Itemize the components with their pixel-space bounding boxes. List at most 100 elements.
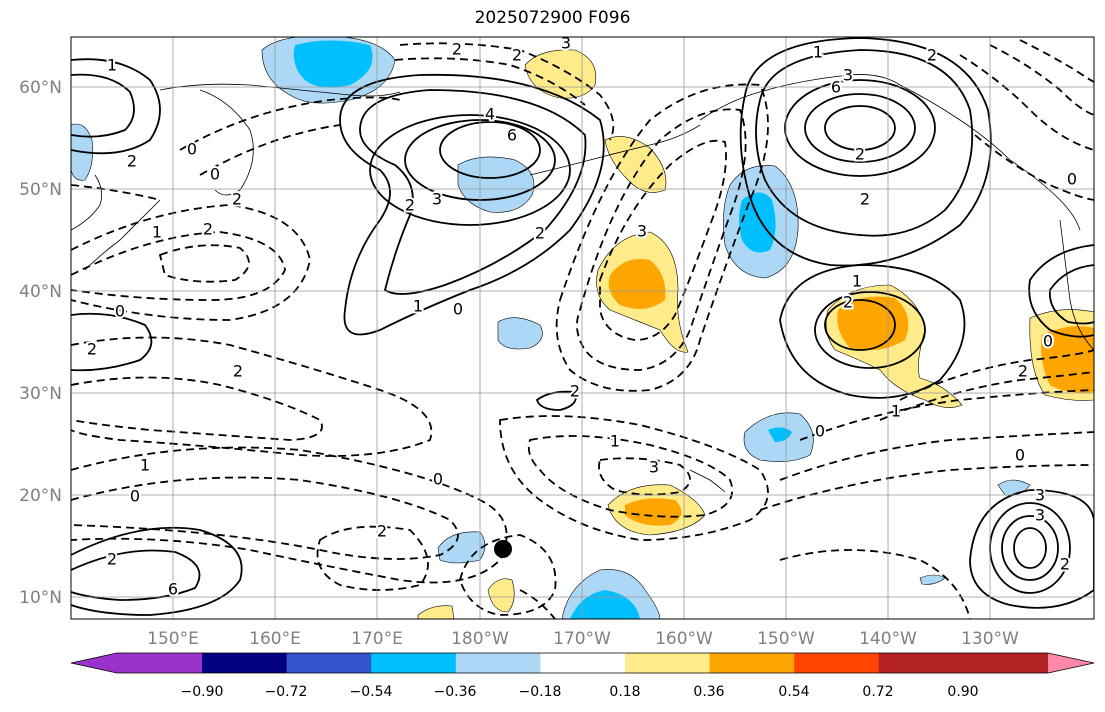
coast-japan bbox=[71, 174, 103, 231]
contour-neg-s-1 bbox=[519, 589, 556, 619]
contour-high-sw-1 bbox=[71, 526, 243, 616]
contour-label: 6 bbox=[507, 126, 517, 145]
colorbar-extend-high bbox=[1048, 653, 1094, 673]
contour-high-west-1 bbox=[369, 114, 571, 226]
contour-label: 3 bbox=[1035, 486, 1045, 505]
contour-high-east-outer2 bbox=[739, 37, 992, 267]
anomaly-orange-central bbox=[608, 259, 666, 309]
contour-neg-mid-2 bbox=[576, 108, 747, 371]
contour-label: 1 bbox=[140, 456, 150, 475]
contour-high-east-2 bbox=[804, 93, 916, 163]
lon-tick: 150°E bbox=[147, 629, 199, 649]
contour-label: 1 bbox=[852, 272, 862, 291]
contour-neg-e-4 bbox=[779, 431, 1094, 481]
contour-high-ep-1 bbox=[814, 291, 926, 369]
coast-kuril bbox=[84, 199, 161, 271]
contour-label: 0 bbox=[433, 470, 443, 489]
contour-label: 1 bbox=[891, 402, 901, 421]
contour-label: 2 bbox=[452, 40, 462, 59]
contour-neg-e-2 bbox=[879, 371, 1094, 421]
colorbar-segment bbox=[202, 653, 288, 673]
anomaly-blue-midpac bbox=[497, 317, 543, 350]
contour-label: 2 bbox=[927, 46, 937, 65]
contour-neg-nw-1 bbox=[71, 184, 161, 201]
contour-label: 3 bbox=[1035, 506, 1045, 525]
contour-label: 3 bbox=[843, 66, 853, 85]
lat-axis: 60°N 50°N 40°N 30°N 20°N 10°N bbox=[19, 78, 62, 608]
coast-kamchatka bbox=[199, 89, 254, 196]
contour-neg-c-2 bbox=[499, 415, 769, 541]
contour-label: 2 bbox=[107, 550, 117, 569]
contour-high-coast-2 bbox=[1048, 264, 1094, 325]
contour-lines-negative bbox=[71, 39, 1094, 619]
contour-label: 2 bbox=[855, 145, 865, 164]
anomaly-blue-gulf-core bbox=[739, 192, 776, 253]
contour-label: 2 bbox=[232, 190, 242, 209]
lon-tick: 160°E bbox=[249, 629, 301, 649]
lat-tick: 50°N bbox=[19, 180, 62, 200]
contour-high-west-mid bbox=[359, 89, 587, 295]
contour-high-nw-1 bbox=[71, 58, 161, 155]
contour-label: 1 bbox=[152, 223, 162, 242]
contour-label: 2 bbox=[535, 224, 545, 243]
colorbar-tick: 0.18 bbox=[609, 684, 640, 700]
contour-label: 2 bbox=[1060, 555, 1070, 574]
contour-label: 2 bbox=[843, 293, 853, 312]
contour-label: 3 bbox=[637, 222, 647, 241]
location-marker bbox=[494, 540, 512, 558]
contour-label: 0 bbox=[1015, 446, 1025, 465]
contour-label: 0 bbox=[815, 422, 825, 441]
contour-neg-e-1 bbox=[899, 349, 1094, 401]
colorbar-segment bbox=[540, 653, 626, 673]
anomaly-blue-north-core bbox=[293, 40, 373, 88]
lat-tick: 60°N bbox=[19, 78, 62, 98]
colorbar-extend-low bbox=[71, 653, 117, 673]
contour-high-coast-1 bbox=[1028, 244, 1094, 338]
colorbar-segment bbox=[625, 653, 711, 673]
contour-neg-bering-2 bbox=[394, 57, 586, 106]
colorbar-segment bbox=[794, 653, 880, 673]
contour-label: 2 bbox=[127, 152, 137, 171]
contour-neg-w-7 bbox=[71, 476, 459, 560]
contour-label: 2 bbox=[87, 340, 97, 359]
contour-neg-bering-1 bbox=[399, 42, 615, 141]
contour-high-east-1 bbox=[784, 79, 936, 177]
contour-neg-e-3 bbox=[799, 389, 1094, 441]
colorbar-segment-first bbox=[117, 653, 202, 673]
lon-tick: 170°E bbox=[351, 629, 403, 649]
colorbar-segment bbox=[878, 653, 1048, 673]
map-panel bbox=[71, 37, 1094, 619]
contour-neg-w-5 bbox=[71, 376, 323, 441]
coast-alaska bbox=[699, 74, 1081, 231]
contour-label: 0 bbox=[1043, 332, 1053, 351]
contour-neg-mid-3 bbox=[599, 139, 727, 341]
contour-label: 1 bbox=[813, 43, 823, 62]
colorbar-tick: −0.18 bbox=[519, 684, 562, 700]
contour-neg-mid-1 bbox=[555, 83, 769, 392]
contour-neg-ne-2 bbox=[989, 44, 1094, 116]
contour-high-nw-2 bbox=[71, 73, 135, 138]
lon-tick: 130°W bbox=[961, 629, 1019, 649]
contour-label: 0 bbox=[187, 140, 197, 159]
contour-label: 2 bbox=[860, 190, 870, 209]
coast-hawaii bbox=[689, 469, 726, 493]
contour-neg-n-2 bbox=[199, 124, 341, 176]
colorbar-segment bbox=[709, 653, 795, 673]
colorbar-segment bbox=[286, 653, 372, 673]
colorbar-tick: 0.36 bbox=[693, 684, 724, 700]
contour-label: 2 bbox=[405, 196, 415, 215]
colorbar-tick: −0.54 bbox=[350, 684, 393, 700]
contour-label: 0 bbox=[115, 302, 125, 321]
contour-high-se-2 bbox=[1001, 515, 1059, 581]
contour-high-west-3 bbox=[439, 121, 541, 179]
colorbar bbox=[70, 652, 1095, 674]
contour-label: 1 bbox=[107, 56, 117, 75]
contour-neg-se-1 bbox=[779, 549, 971, 619]
colorbar-segment bbox=[455, 653, 541, 673]
lon-tick: 170°W bbox=[553, 629, 611, 649]
contour-neg-c-1 bbox=[459, 534, 557, 616]
colorbar-tick: −0.72 bbox=[265, 684, 308, 700]
